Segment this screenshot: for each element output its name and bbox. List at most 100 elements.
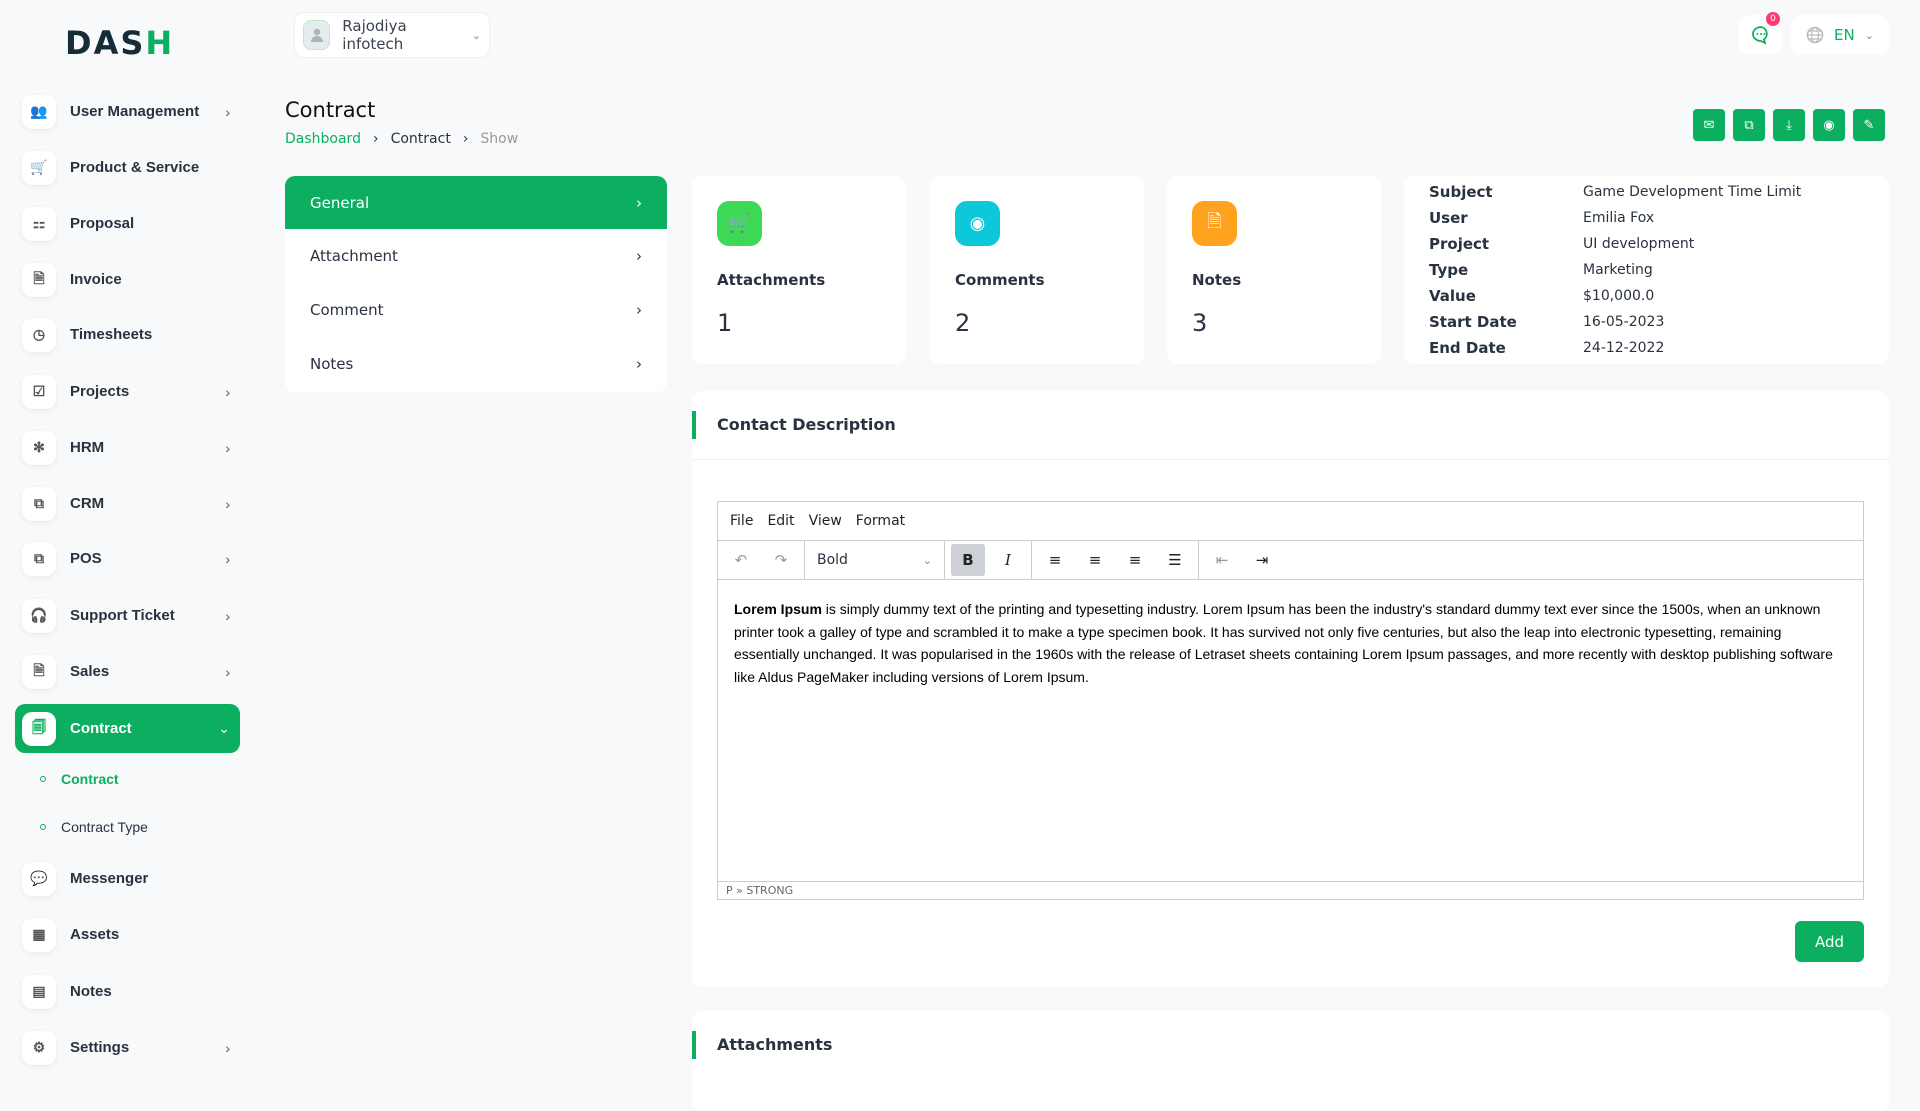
- italic-icon[interactable]: I: [1005, 551, 1011, 569]
- chevron-right-icon: ›: [225, 103, 230, 120]
- sidebar-item-product-service[interactable]: 🛒 Product & Service: [15, 143, 240, 192]
- sidebar-item-pos[interactable]: ⧉ POS ›: [15, 534, 240, 583]
- sidebar-item-projects[interactable]: ☑ Projects ›: [15, 367, 240, 416]
- sidebar-item-invoice[interactable]: 🗎 Invoice: [15, 255, 240, 304]
- info-row: Project UI development: [1429, 231, 1864, 257]
- sidebar-item-label: Sales: [70, 663, 110, 680]
- chevron-right-icon: ›: [225, 383, 230, 400]
- company-selector[interactable]: Rajodiya infotech ⌄: [294, 12, 490, 58]
- bold-icon[interactable]: B: [951, 544, 985, 576]
- bullet-icon: [40, 824, 46, 830]
- calculator-icon: ▦: [22, 917, 56, 952]
- menu-view[interactable]: View: [808, 513, 842, 529]
- sidebar-item-user-management[interactable]: 👥 User Management ›: [15, 87, 240, 136]
- chevron-right-icon: ›: [636, 247, 642, 265]
- stat-value: 1: [717, 309, 733, 337]
- sidebar-subitem-contract[interactable]: Contract: [40, 771, 119, 787]
- description-card: Contact Description File Edit View Forma…: [692, 391, 1889, 987]
- sidebar-item-label: Contract: [70, 720, 132, 737]
- document-icon: 🗎: [1192, 201, 1237, 246]
- sidebar-item-contract[interactable]: 🗐 Contract ⌄: [15, 704, 240, 753]
- logo[interactable]: DASH: [65, 24, 175, 62]
- avatar: [303, 20, 331, 50]
- redo-icon[interactable]: ↷: [774, 551, 788, 569]
- menu-format[interactable]: Format: [855, 513, 906, 529]
- page-title: Contract: [285, 98, 376, 122]
- subitem-label: Contract: [61, 771, 119, 787]
- align-right-icon[interactable]: ≡: [1128, 551, 1142, 569]
- messages-button[interactable]: 0: [1739, 12, 1782, 55]
- language-selector[interactable]: EN ⌄: [1791, 15, 1889, 55]
- chevron-down-icon: ⌄: [218, 720, 230, 736]
- menu-general[interactable]: General ›: [285, 176, 667, 229]
- duplicate-button[interactable]: ⧉: [1733, 109, 1765, 141]
- breadcrumb: Dashboard › Contract › Show: [285, 131, 518, 147]
- menu-attachment[interactable]: Attachment ›: [285, 229, 667, 283]
- undo-icon[interactable]: ↶: [734, 551, 748, 569]
- breadcrumb-contract[interactable]: Contract: [390, 131, 451, 147]
- breadcrumb-show: Show: [480, 131, 519, 147]
- sidebar-item-label: HRM: [70, 439, 105, 456]
- eye-icon: ◉: [955, 201, 1000, 246]
- sidebar-item-assets[interactable]: ▦ Assets: [15, 910, 240, 959]
- sidebar-item-hrm[interactable]: ✻ HRM ›: [15, 423, 240, 472]
- menu-comment[interactable]: Comment ›: [285, 283, 667, 337]
- align-center-icon[interactable]: ≡: [1088, 551, 1102, 569]
- chevron-right-icon: ›: [372, 131, 379, 147]
- sidebar-item-settings[interactable]: ⚙ Settings ›: [15, 1023, 240, 1072]
- body-text: is simply dummy text of the printing and…: [734, 601, 1833, 685]
- sidebar-item-sales[interactable]: 🗎 Sales ›: [15, 647, 240, 696]
- info-label: Subject: [1429, 183, 1493, 201]
- sidebar-item-proposal[interactable]: ⚏ Proposal: [15, 199, 240, 248]
- sidebar-item-messenger[interactable]: 💬 Messenger: [15, 854, 240, 903]
- editor-toolbar: ↶ ↷ Bold ⌄ B I ≡ ≡ ≡ ☰ ⇤ ⇥: [718, 541, 1863, 580]
- edit-button[interactable]: ✎: [1853, 109, 1885, 141]
- sidebar-item-label: Projects: [70, 383, 130, 400]
- chevron-down-icon: ⌄: [1864, 28, 1874, 42]
- sidebar-item-support-ticket[interactable]: 🎧 Support Ticket ›: [15, 591, 240, 640]
- editor-statusbar: P » STRONG: [718, 881, 1863, 899]
- contract-info: Subject Game Development Time Limit User Em…: [1404, 176, 1889, 364]
- format-select[interactable]: Bold ⌄: [805, 541, 945, 579]
- chevron-down-icon: ⌄: [471, 28, 481, 42]
- menu-notes[interactable]: Notes ›: [285, 337, 667, 391]
- menu-file[interactable]: File: [730, 513, 754, 529]
- message-icon: 💬: [22, 861, 56, 896]
- proposal-icon: ⚏: [22, 206, 56, 241]
- stat-label: Notes: [1192, 271, 1242, 289]
- company-name: Rajodiya infotech: [342, 17, 407, 53]
- check-square-icon: ☑: [22, 374, 56, 409]
- align-left-icon[interactable]: ≡: [1048, 551, 1062, 569]
- info-row: Subject Game Development Time Limit: [1429, 179, 1864, 205]
- preview-button[interactable]: ◉: [1813, 109, 1845, 141]
- card-title: Attachments: [692, 1031, 832, 1059]
- menu-edit[interactable]: Edit: [767, 513, 795, 529]
- info-value: $10,000.0: [1583, 288, 1655, 304]
- info-label: Value: [1429, 287, 1476, 305]
- info-row: User Emilia Fox: [1429, 205, 1864, 231]
- download-button[interactable]: ⤓: [1773, 109, 1805, 141]
- sidebar-item-crm[interactable]: ⧉ CRM ›: [15, 479, 240, 528]
- hrm-icon: ✻: [22, 430, 56, 465]
- headset-icon: 🎧: [22, 598, 56, 633]
- send-email-button[interactable]: ✉: [1693, 109, 1725, 141]
- info-value: Game Development Time Limit: [1583, 184, 1802, 200]
- add-button[interactable]: Add: [1795, 921, 1864, 962]
- language-label: EN: [1834, 26, 1855, 44]
- outdent-icon[interactable]: ⇤: [1215, 551, 1229, 569]
- sidebar-item-timesheets[interactable]: ◷ Timesheets: [15, 310, 240, 359]
- sidebar-item-notes[interactable]: ▤ Notes: [15, 967, 240, 1016]
- editor-content[interactable]: Lorem Ipsum is simply dummy text of the …: [718, 580, 1863, 883]
- chevron-right-icon: ›: [225, 1039, 230, 1056]
- align-justify-icon[interactable]: ☰: [1168, 551, 1182, 569]
- gear-icon: ⚙: [22, 1030, 56, 1065]
- info-label: User: [1429, 209, 1468, 227]
- sidebar-item-label: Assets: [70, 926, 120, 943]
- indent-icon[interactable]: ⇥: [1255, 551, 1269, 569]
- breadcrumb-dashboard[interactable]: Dashboard: [285, 131, 361, 147]
- pos-icon: ⧉: [22, 541, 56, 576]
- menu-label: Attachment: [310, 247, 398, 265]
- info-label: Project: [1429, 235, 1490, 253]
- sidebar-subitem-contract-type[interactable]: Contract Type: [40, 819, 148, 835]
- card-title: Contact Description: [692, 411, 896, 439]
